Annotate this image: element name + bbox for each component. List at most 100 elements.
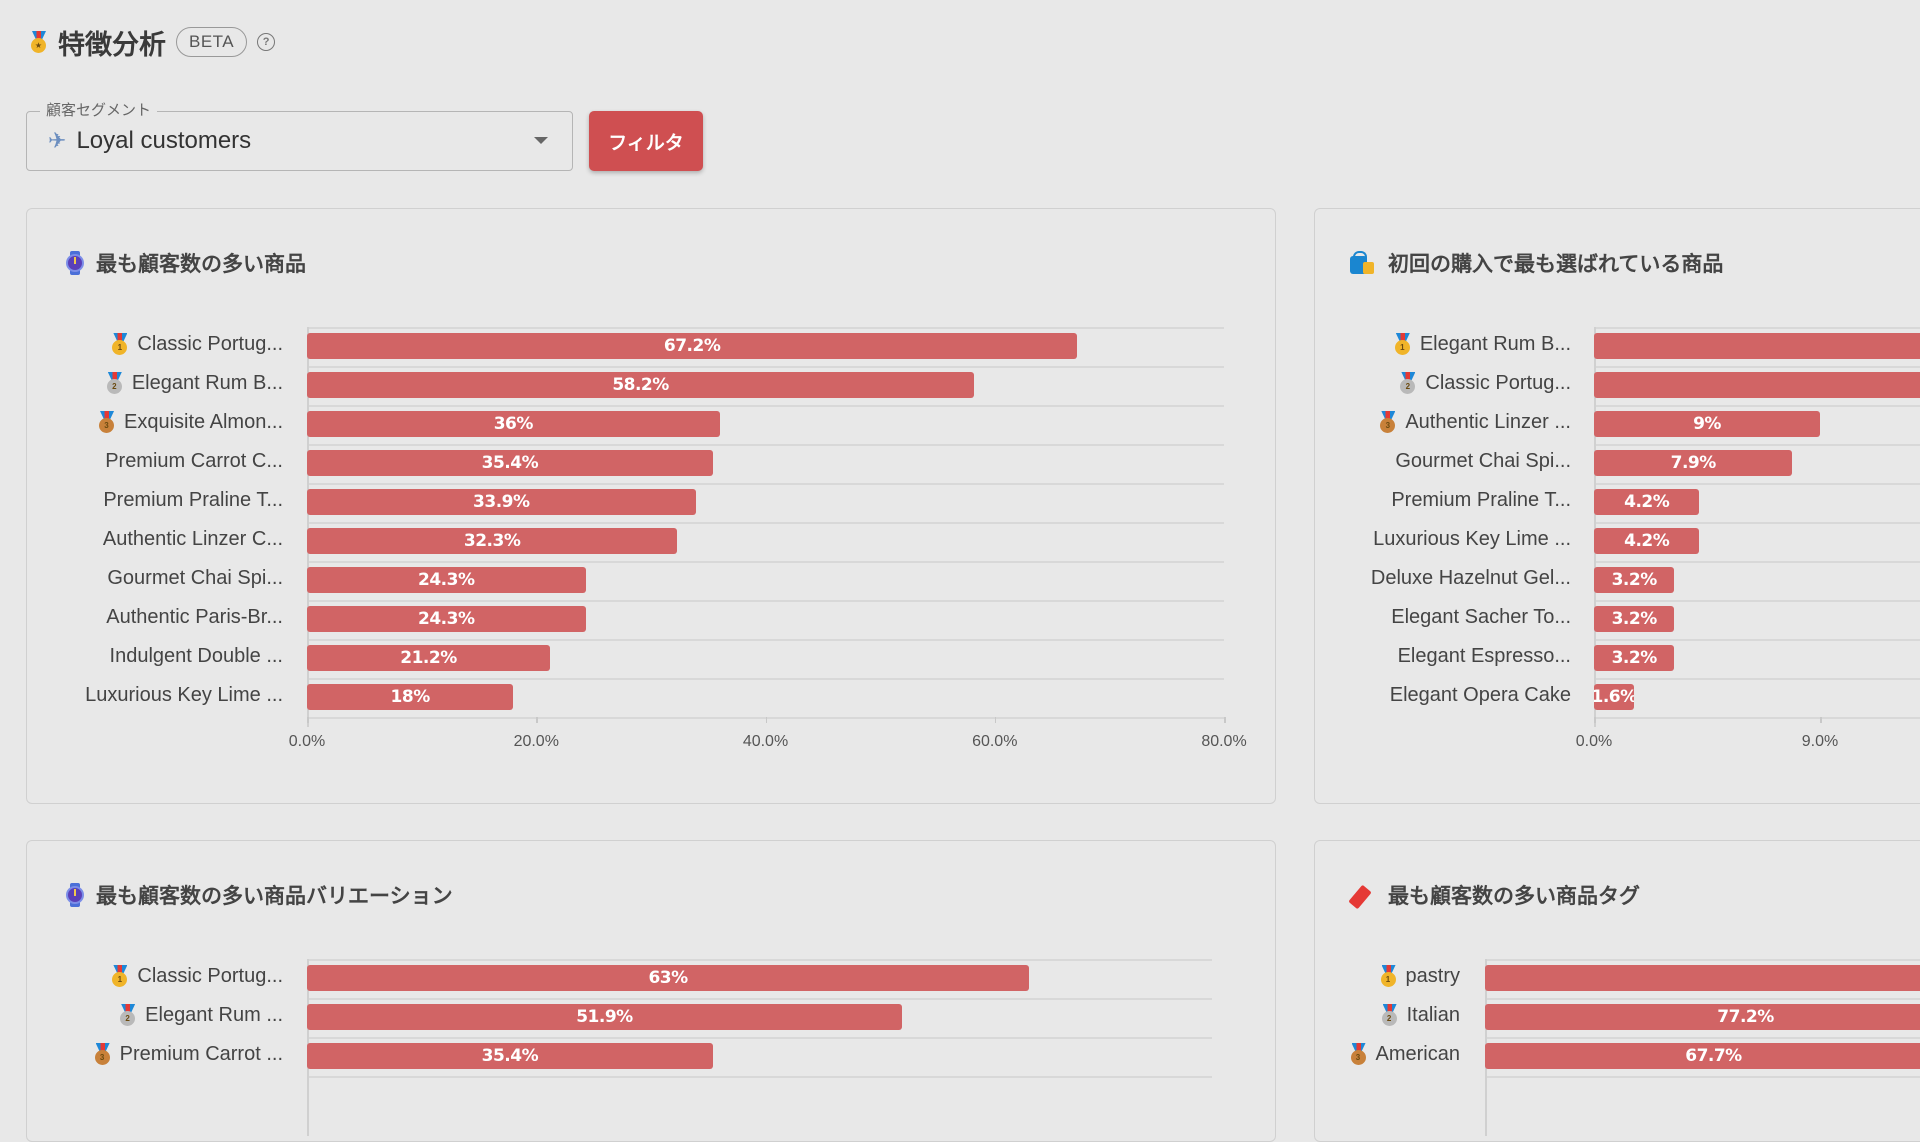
gridline [307, 600, 1224, 602]
category-label-text: Elegant Rum ... [145, 1003, 283, 1026]
category-label: 2 Elegant Rum ... [119, 1000, 283, 1030]
watch-icon [66, 883, 84, 907]
bar[interactable]: 35.4% [307, 1043, 713, 1069]
bar[interactable]: 58.2% [307, 372, 975, 398]
category-label: 2 Italian [1381, 1000, 1460, 1030]
chevron-down-icon[interactable] [534, 137, 548, 144]
category-label-text: American [1375, 1042, 1460, 1065]
category-label-text: Gourmet Chai Spi... [107, 566, 283, 589]
chart-title-first-purchase: 初回の購入で最も選ばれている商品 [1350, 248, 1723, 278]
x-tick-label: 80.0% [1201, 733, 1247, 750]
gridline [1594, 678, 1920, 680]
gridline [1485, 1076, 1920, 1078]
category-label-text: Elegant Sacher To... [1391, 605, 1571, 628]
bar[interactable]: 35.4% [307, 450, 713, 476]
bar[interactable]: 33.9% [307, 489, 696, 515]
category-label: 3 American [1350, 1039, 1460, 1069]
question-circle-icon[interactable]: ? [257, 33, 276, 51]
bar[interactable]: 7.9% [1594, 450, 1793, 476]
chart-title-text: 最も顧客数の多い商品 [96, 252, 306, 276]
watch-icon [66, 251, 84, 275]
bar[interactable]: 21.2% [307, 645, 550, 671]
card-top-products [26, 208, 1276, 804]
x-tick-label: 20.0% [513, 733, 559, 750]
gridline [307, 561, 1224, 563]
chart-title-top-variations: 最も顧客数の多い商品バリエーション [66, 880, 453, 910]
y-axis-line [1594, 327, 1596, 727]
segment-select[interactable] [26, 111, 573, 171]
gridline [1594, 327, 1920, 329]
gridline [307, 1076, 1212, 1078]
gridline [1485, 998, 1920, 1000]
gridline [307, 998, 1212, 1000]
gridline [1594, 366, 1920, 368]
bar[interactable]: 18% [307, 684, 514, 710]
beta-badge: BETA [176, 27, 248, 57]
category-label-text: pastry [1405, 964, 1460, 987]
gridline [307, 639, 1224, 641]
bar[interactable]: 9% [1594, 411, 1820, 437]
category-label: Gourmet Chai Spi... [107, 563, 283, 593]
bar[interactable]: 67.7% [1485, 1043, 1920, 1069]
x-tick [536, 717, 538, 723]
bar[interactable]: 67.2% [307, 333, 1078, 359]
bar[interactable]: 24.3% [307, 606, 586, 632]
bar[interactable]: 63% [307, 965, 1030, 991]
category-label: Indulgent Double ... [110, 641, 283, 671]
category-label-text: Authentic Linzer ... [1405, 410, 1571, 433]
bar[interactable] [1485, 965, 1920, 991]
gridline [307, 405, 1224, 407]
chart-title-text: 最も顧客数の多い商品バリエーション [96, 884, 453, 908]
bar[interactable]: 1.6% [1594, 684, 1635, 710]
x-tick-label: 9.0% [1801, 733, 1839, 750]
medal-icon: ★ [30, 31, 48, 53]
bar[interactable]: 3.2% [1594, 645, 1675, 671]
bar[interactable]: 77.2% [1485, 1004, 1920, 1030]
category-label-text: Gourmet Chai Spi... [1395, 449, 1571, 472]
gridline [1594, 639, 1920, 641]
bar[interactable] [1594, 333, 1920, 359]
category-label: 2 Elegant Rum B... [106, 368, 283, 398]
category-label: 1 Elegant Rum B... [1394, 329, 1571, 359]
filter-button[interactable]: フィルタ [589, 111, 703, 171]
category-label-text: Elegant Opera Cake [1389, 683, 1571, 706]
bar[interactable]: 36% [307, 411, 720, 437]
silver-medal-icon: 2 [119, 1004, 137, 1026]
x-tick [994, 717, 997, 723]
segment-select-label: 顧客セグメント [40, 99, 158, 120]
category-label: Gourmet Chai Spi... [1395, 446, 1571, 476]
gridline [307, 327, 1224, 329]
bar[interactable]: 32.3% [307, 528, 678, 554]
bar[interactable]: 24.3% [307, 567, 586, 593]
category-label-text: Premium Carrot ... [119, 1042, 283, 1065]
bar[interactable]: 4.2% [1594, 528, 1700, 554]
gold-medal-icon: 1 [111, 965, 129, 987]
bar[interactable]: 3.2% [1594, 606, 1675, 632]
x-tick [1820, 717, 1822, 723]
category-label-text: Premium Carrot C... [105, 449, 283, 472]
category-label: Authentic Paris-Br... [106, 602, 283, 632]
bar[interactable] [1594, 372, 1920, 398]
gridline [1594, 522, 1920, 524]
silver-medal-icon: 2 [1399, 372, 1417, 394]
category-label-text: Deluxe Hazelnut Gel... [1370, 566, 1571, 589]
category-label: Premium Carrot C... [105, 446, 283, 476]
bar[interactable]: 3.2% [1594, 567, 1675, 593]
chart-title-text: 初回の購入で最も選ばれている商品 [1388, 252, 1724, 276]
gridline [307, 1037, 1212, 1039]
category-label: 1 Classic Portug... [111, 329, 283, 359]
segment-value-text: Loyal customers [76, 127, 252, 154]
category-label: 3 Premium Carrot ... [94, 1039, 283, 1069]
category-label: 3 Exquisite Almon... [98, 407, 283, 437]
bar[interactable]: 51.9% [307, 1004, 902, 1030]
bar[interactable]: 4.2% [1594, 489, 1700, 515]
gridline [307, 678, 1224, 680]
segment-select-value[interactable]: ✈ Loyal customers [48, 127, 251, 155]
silver-medal-icon: 2 [106, 372, 124, 394]
category-label-text: Classic Portug... [137, 964, 283, 987]
category-label: Elegant Espresso... [1398, 641, 1571, 671]
gridline [307, 444, 1224, 446]
gridline [1594, 561, 1920, 563]
chart-title-top-products: 最も顧客数の多い商品 [66, 248, 306, 278]
category-label-text: Classic Portug... [137, 332, 283, 355]
